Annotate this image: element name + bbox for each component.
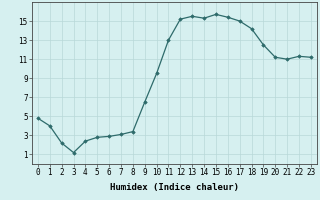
X-axis label: Humidex (Indice chaleur): Humidex (Indice chaleur) [110, 183, 239, 192]
